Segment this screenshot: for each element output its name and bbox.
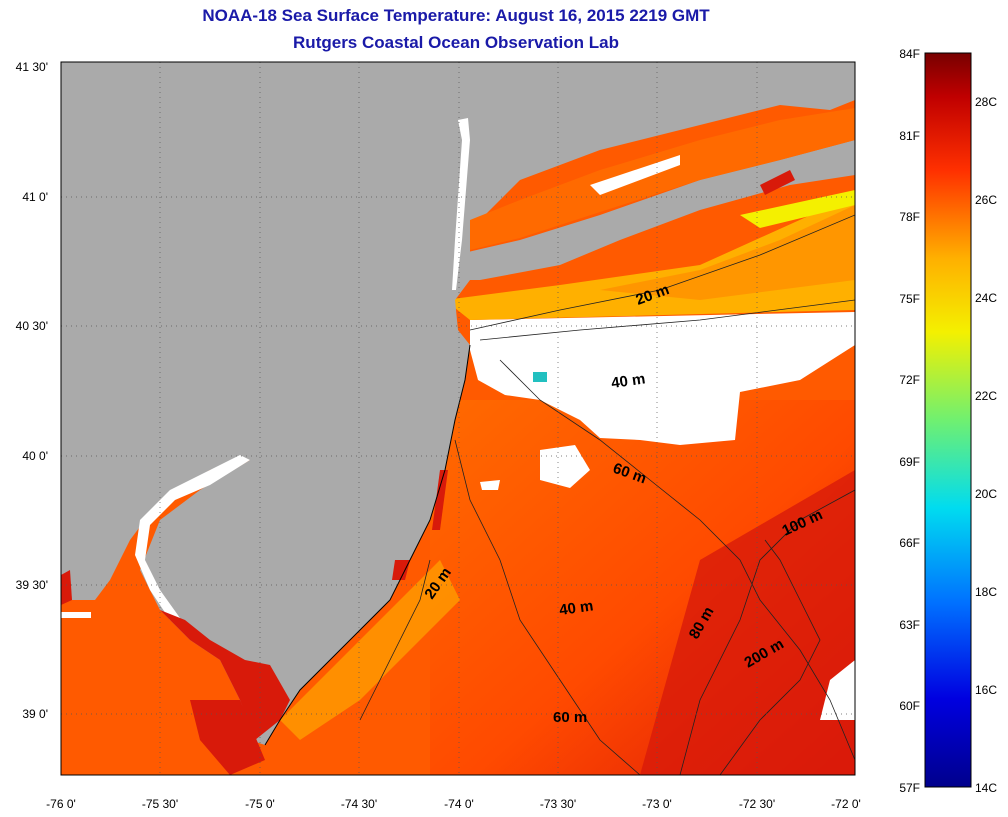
land-long-island <box>455 140 855 280</box>
colorbar-c-label: 24C <box>975 291 997 305</box>
coastline <box>264 344 471 746</box>
lon-label: -73 30' <box>540 797 576 811</box>
colorbar-f-label: 78F <box>899 210 920 224</box>
lat-label: 39 0' <box>22 707 48 721</box>
land-new-jersey <box>61 62 855 745</box>
lon-label: -72 30' <box>739 797 775 811</box>
lon-label: -72 0' <box>831 797 861 811</box>
colorbar-c-label: 22C <box>975 389 997 403</box>
colorbar-c-label: 16C <box>975 683 997 697</box>
delaware-bay <box>160 610 290 740</box>
isobath-label-40m-south: 40 m <box>558 597 594 619</box>
colorbar-f-label: 75F <box>899 292 920 306</box>
colorbar-f-label: 60F <box>899 699 920 713</box>
colorbar-f-label: 84F <box>899 47 920 61</box>
lat-label: 40 30' <box>16 319 48 333</box>
lon-label: -74 0' <box>444 797 474 811</box>
map-subtitle: Rutgers Coastal Ocean Observation Lab <box>293 33 619 52</box>
warm-water-southeast <box>640 470 855 775</box>
colorbar-c-label: 14C <box>975 781 997 795</box>
colorbar-f-label: 81F <box>899 129 920 143</box>
map-frame <box>60 61 856 776</box>
cold-spot <box>533 372 547 382</box>
lon-label: -75 30' <box>142 797 178 811</box>
colorbar-f-label: 66F <box>899 536 920 550</box>
colorbar-f-label: 69F <box>899 455 920 469</box>
hudson-river <box>452 118 470 290</box>
long-island-sound <box>470 108 855 250</box>
map-title: NOAA-18 Sea Surface Temperature: August … <box>202 6 710 25</box>
colorbar-f-label: 57F <box>899 781 920 795</box>
lon-label: -76 0' <box>46 797 76 811</box>
lon-label: -75 0' <box>245 797 275 811</box>
lon-label: -73 0' <box>642 797 672 811</box>
delaware-river <box>135 455 250 625</box>
isobath-label-40m-north: 40 m <box>610 370 646 392</box>
isobath-label-60m-south: 60 m <box>553 709 587 726</box>
cloud-patch <box>540 445 590 488</box>
isobaths <box>359 214 855 775</box>
colorbar-c-label: 28C <box>975 95 997 109</box>
lon-label: -74 30' <box>341 797 377 811</box>
lat-label: 41 30' <box>16 60 48 74</box>
lat-label: 41 0' <box>22 190 48 204</box>
cloud-cover-shelf <box>470 312 855 445</box>
colorbar-c-label: 18C <box>975 585 997 599</box>
colorbar-c-label: 26C <box>975 193 997 207</box>
lat-label: 39 30' <box>16 578 48 592</box>
colorbar-c-label: 20C <box>975 487 997 501</box>
lat-label: 40 0' <box>22 449 48 463</box>
colorbar-f-label: 72F <box>899 373 920 387</box>
colorbar <box>924 52 972 788</box>
colorbar-f-label: 63F <box>899 618 920 632</box>
coastal-cooler-band <box>280 560 460 740</box>
